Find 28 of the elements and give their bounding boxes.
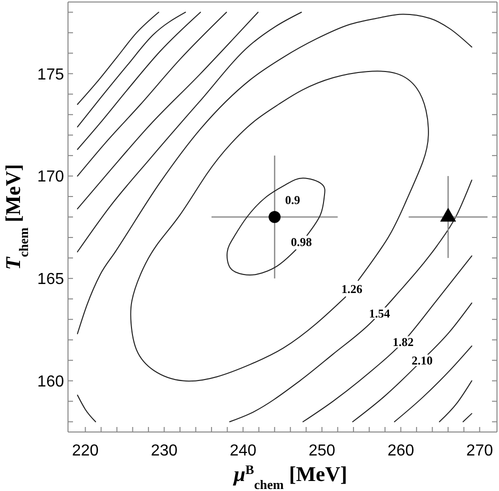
- x-axis-title: μ$^{B}$$_{chem}$ [MeV]: [232, 462, 348, 491]
- line-series: [352, 302, 472, 422]
- x-tick-label: 250: [308, 442, 336, 460]
- y-tick-label: 170: [37, 168, 64, 186]
- annotation: 0.98: [290, 234, 312, 249]
- line-series: [76, 12, 201, 150]
- x-tick-label: 230: [150, 442, 178, 460]
- x-tick-label: 260: [387, 442, 414, 460]
- line-series: [226, 178, 326, 276]
- y-tick-label: 160: [37, 373, 64, 390]
- x-tick-label: 240: [230, 442, 257, 460]
- line-series: [302, 255, 472, 422]
- annotation: 1.54: [369, 306, 390, 320]
- x-tick-label: 220: [72, 442, 99, 460]
- x-tick-label: 270: [466, 442, 494, 460]
- line-series: [229, 180, 472, 422]
- annotation: 2.10: [412, 354, 433, 368]
- annotation: 0.9: [285, 193, 300, 208]
- line-series: [76, 12, 160, 105]
- line-series: [76, 12, 186, 128]
- line-series: [76, 14, 472, 334]
- line-series: [394, 346, 472, 422]
- line-series: [76, 12, 228, 177]
- annotation: 1.26: [341, 282, 362, 296]
- line-series: [76, 12, 259, 210]
- y-tick-label: 175: [37, 66, 64, 84]
- annotation: 1.82: [392, 335, 414, 350]
- y-tick-label: 165: [37, 271, 64, 288]
